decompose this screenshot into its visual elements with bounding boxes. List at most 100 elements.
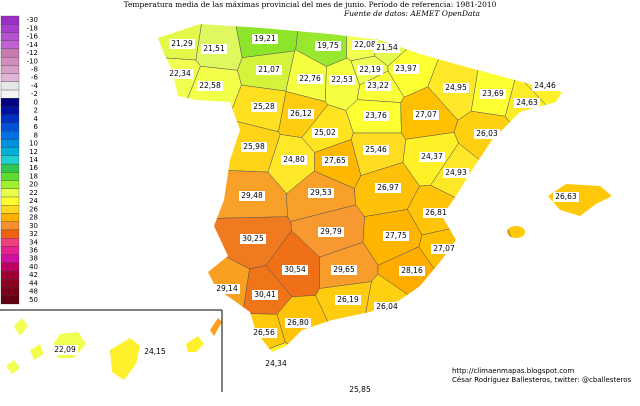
province-value: 22,09 — [54, 345, 76, 354]
legend-swatch — [0, 262, 20, 272]
label-box — [480, 89, 506, 99]
label-box — [357, 65, 383, 75]
legend-swatch — [0, 106, 20, 115]
province-value: 24,15 — [144, 347, 166, 356]
province-value: 19,21 — [254, 34, 276, 43]
province-value: 28,16 — [401, 266, 423, 275]
legend-label: 0 — [34, 98, 38, 106]
legend-label: 18 — [29, 172, 38, 180]
province-labels: 21,29 21,51 19,21 19,75 22,08 21,54 22,34 21,07… — [52, 34, 579, 369]
label-box — [263, 359, 289, 369]
legend-label: 34 — [29, 238, 38, 246]
label-box — [553, 192, 579, 202]
label-box — [335, 295, 361, 305]
label-box — [352, 40, 378, 50]
label-box — [239, 191, 265, 201]
label-box — [52, 345, 78, 355]
label-box — [322, 156, 348, 166]
province-value: 25,98 — [243, 142, 265, 151]
province-value: 19,75 — [317, 41, 339, 50]
province-value: 22,19 — [359, 65, 381, 74]
label-box — [285, 318, 311, 328]
province-value: 29,48 — [241, 191, 263, 200]
title: Temperatura media de las máximas provinc… — [124, 0, 497, 9]
province-value: 25,28 — [253, 102, 275, 111]
label-box — [329, 75, 355, 85]
label-box — [297, 74, 323, 84]
province-value: 22,53 — [331, 75, 353, 84]
province-value: 23,22 — [367, 81, 389, 90]
label-box — [252, 34, 278, 44]
legend-label: -16 — [27, 33, 39, 41]
province-value: 30,54 — [284, 265, 306, 274]
label-box — [312, 128, 338, 138]
footer-author: César Rodríguez Ballesteros, twitter: @c… — [452, 376, 632, 384]
label-box — [252, 290, 278, 300]
legend-swatch — [0, 205, 20, 214]
province-value: 26,97 — [377, 183, 399, 192]
legend-label: -18 — [27, 24, 38, 32]
province-value: 23,69 — [482, 89, 504, 98]
label-box — [256, 65, 282, 75]
label-box — [282, 265, 308, 275]
label-box — [308, 188, 334, 198]
legend-swatch — [0, 114, 20, 124]
label-box — [240, 234, 266, 244]
legend-label: 2 — [34, 107, 38, 115]
legend-swatch — [0, 270, 20, 280]
province-value: 29,65 — [333, 265, 355, 274]
province-value: 30,25 — [242, 234, 264, 243]
legend-swatch — [0, 139, 20, 148]
province-value: 21,29 — [171, 39, 193, 48]
province-value: 24,95 — [445, 83, 467, 92]
province — [503, 125, 612, 380]
province-value: 24,34 — [265, 359, 287, 368]
legend-swatch — [0, 65, 20, 74]
province-value: 21,07 — [258, 65, 280, 74]
legend-swatch — [0, 24, 20, 33]
legend-swatch — [0, 163, 20, 173]
legend-swatch — [0, 89, 20, 99]
province-value: 27,75 — [385, 231, 407, 240]
legend-label: 44 — [29, 279, 38, 287]
legend-swatch — [0, 172, 20, 181]
legend-label: 32 — [29, 230, 38, 238]
label-box — [288, 109, 314, 119]
legend-swatch — [0, 287, 20, 296]
label-box — [365, 81, 391, 91]
label-box — [142, 347, 168, 357]
legend-label: -30 — [27, 16, 38, 24]
province-value: 29,79 — [320, 227, 342, 236]
label-box — [423, 208, 449, 218]
label-box — [363, 111, 389, 121]
legend-label: -8 — [31, 65, 38, 73]
province-value: 29,53 — [310, 188, 332, 197]
province-value: 22,58 — [199, 81, 221, 90]
legend-label: -12 — [27, 49, 38, 57]
province-value: 27,65 — [324, 156, 346, 165]
legend-swatch — [0, 229, 20, 239]
province-value: 27,07 — [415, 110, 437, 119]
legend-label: 50 — [29, 296, 38, 304]
province-value: 26,81 — [425, 208, 447, 217]
legend: -30-18-16-14-12-10-8-6-4-202468101214161… — [0, 15, 39, 305]
label-box — [474, 129, 500, 139]
label-box — [375, 183, 401, 193]
province-value: 30,41 — [254, 290, 276, 299]
label-box — [514, 98, 540, 108]
label-box — [393, 64, 419, 74]
label-box — [315, 41, 341, 51]
legend-swatch — [0, 122, 20, 132]
label-box — [281, 155, 307, 165]
legend-label: 38 — [29, 255, 38, 263]
province-value: 23,76 — [365, 111, 387, 120]
province-value: 24,37 — [421, 152, 443, 161]
legend-swatch — [0, 147, 20, 157]
province-value: 26,04 — [376, 302, 398, 311]
legend-swatch — [0, 81, 20, 91]
province-value: 23,97 — [395, 64, 417, 73]
legend-swatch — [0, 15, 20, 25]
legend-label: 8 — [34, 131, 38, 139]
legend-label: 20 — [29, 181, 38, 189]
